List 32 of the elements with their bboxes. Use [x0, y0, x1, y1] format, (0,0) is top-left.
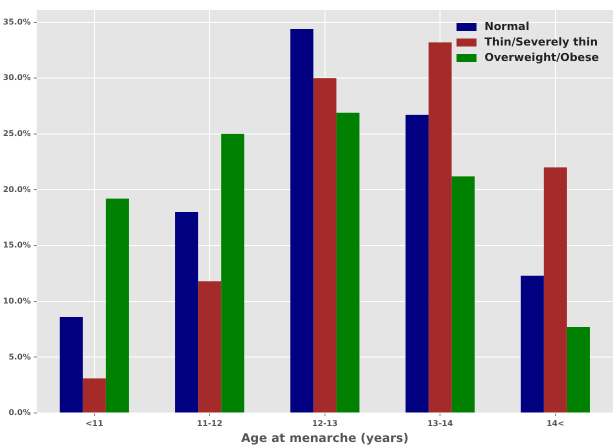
x-axis-title: Age at menarche (years) [241, 430, 409, 445]
legend-label: Thin/Severely thin [484, 35, 598, 48]
y-tick-label: 30.0% [2, 73, 31, 82]
bar [566, 327, 590, 412]
bar [60, 316, 83, 412]
x-tick-label: 12-13 [312, 418, 338, 428]
x-tick-label: 11-12 [196, 418, 222, 428]
x-tick-label: 14< [546, 418, 564, 428]
bar [175, 212, 198, 412]
legend-label: Normal [484, 20, 530, 33]
bar [428, 42, 452, 412]
bar [198, 281, 222, 412]
bar [313, 78, 336, 412]
bar [106, 198, 129, 412]
y-tick-label: 25.0% [2, 128, 31, 138]
bar [520, 276, 544, 412]
y-tick-label: 0.0% [8, 408, 31, 418]
y-tick-label: 5.0% [8, 352, 31, 362]
y-tick-label: 35.0% [2, 17, 31, 26]
y-tick-label: 15.0% [2, 240, 31, 250]
bar [336, 112, 360, 412]
x-tick-label: 13-14 [427, 418, 454, 428]
bar [452, 176, 475, 412]
bar [290, 28, 314, 412]
y-tick-label: 20.0% [2, 184, 31, 194]
bar [221, 134, 244, 412]
bar [544, 167, 567, 412]
y-tick-label: 10.0% [2, 296, 31, 306]
x-tick-label: <11 [85, 418, 104, 428]
bar [406, 114, 429, 412]
bar [82, 378, 106, 412]
legend-label: Overweight/Obese [484, 50, 600, 64]
